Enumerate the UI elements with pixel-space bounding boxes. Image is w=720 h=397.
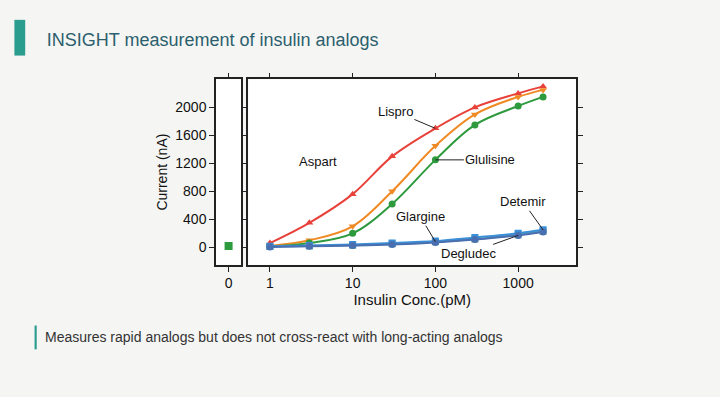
svg-text:100: 100 <box>424 275 448 291</box>
svg-text:Lispro: Lispro <box>378 104 413 119</box>
svg-text:0: 0 <box>225 275 233 291</box>
svg-text:1200: 1200 <box>175 155 206 171</box>
svg-text:INSIGHT measurement of insulin: INSIGHT measurement of insulin analogs <box>47 30 379 50</box>
svg-text:10: 10 <box>345 275 361 291</box>
svg-text:1000: 1000 <box>503 275 534 291</box>
svg-text:0: 0 <box>199 239 207 255</box>
svg-text:Aspart: Aspart <box>299 154 337 169</box>
svg-text:400: 400 <box>183 211 207 227</box>
svg-text:Glargine: Glargine <box>396 209 445 224</box>
svg-text:Measures rapid analogs but doe: Measures rapid analogs but does not cros… <box>45 329 503 345</box>
svg-text:2000: 2000 <box>175 99 206 115</box>
svg-text:Degludec: Degludec <box>441 246 496 261</box>
svg-text:1: 1 <box>266 275 274 291</box>
svg-text:1600: 1600 <box>175 127 206 143</box>
svg-text:Detemir: Detemir <box>500 194 546 209</box>
svg-text:Glulisine: Glulisine <box>465 152 515 167</box>
svg-text:Insulin Conc.(pM): Insulin Conc.(pM) <box>353 291 471 308</box>
svg-text:800: 800 <box>183 183 207 199</box>
svg-text:Current (nA): Current (nA) <box>154 134 170 211</box>
